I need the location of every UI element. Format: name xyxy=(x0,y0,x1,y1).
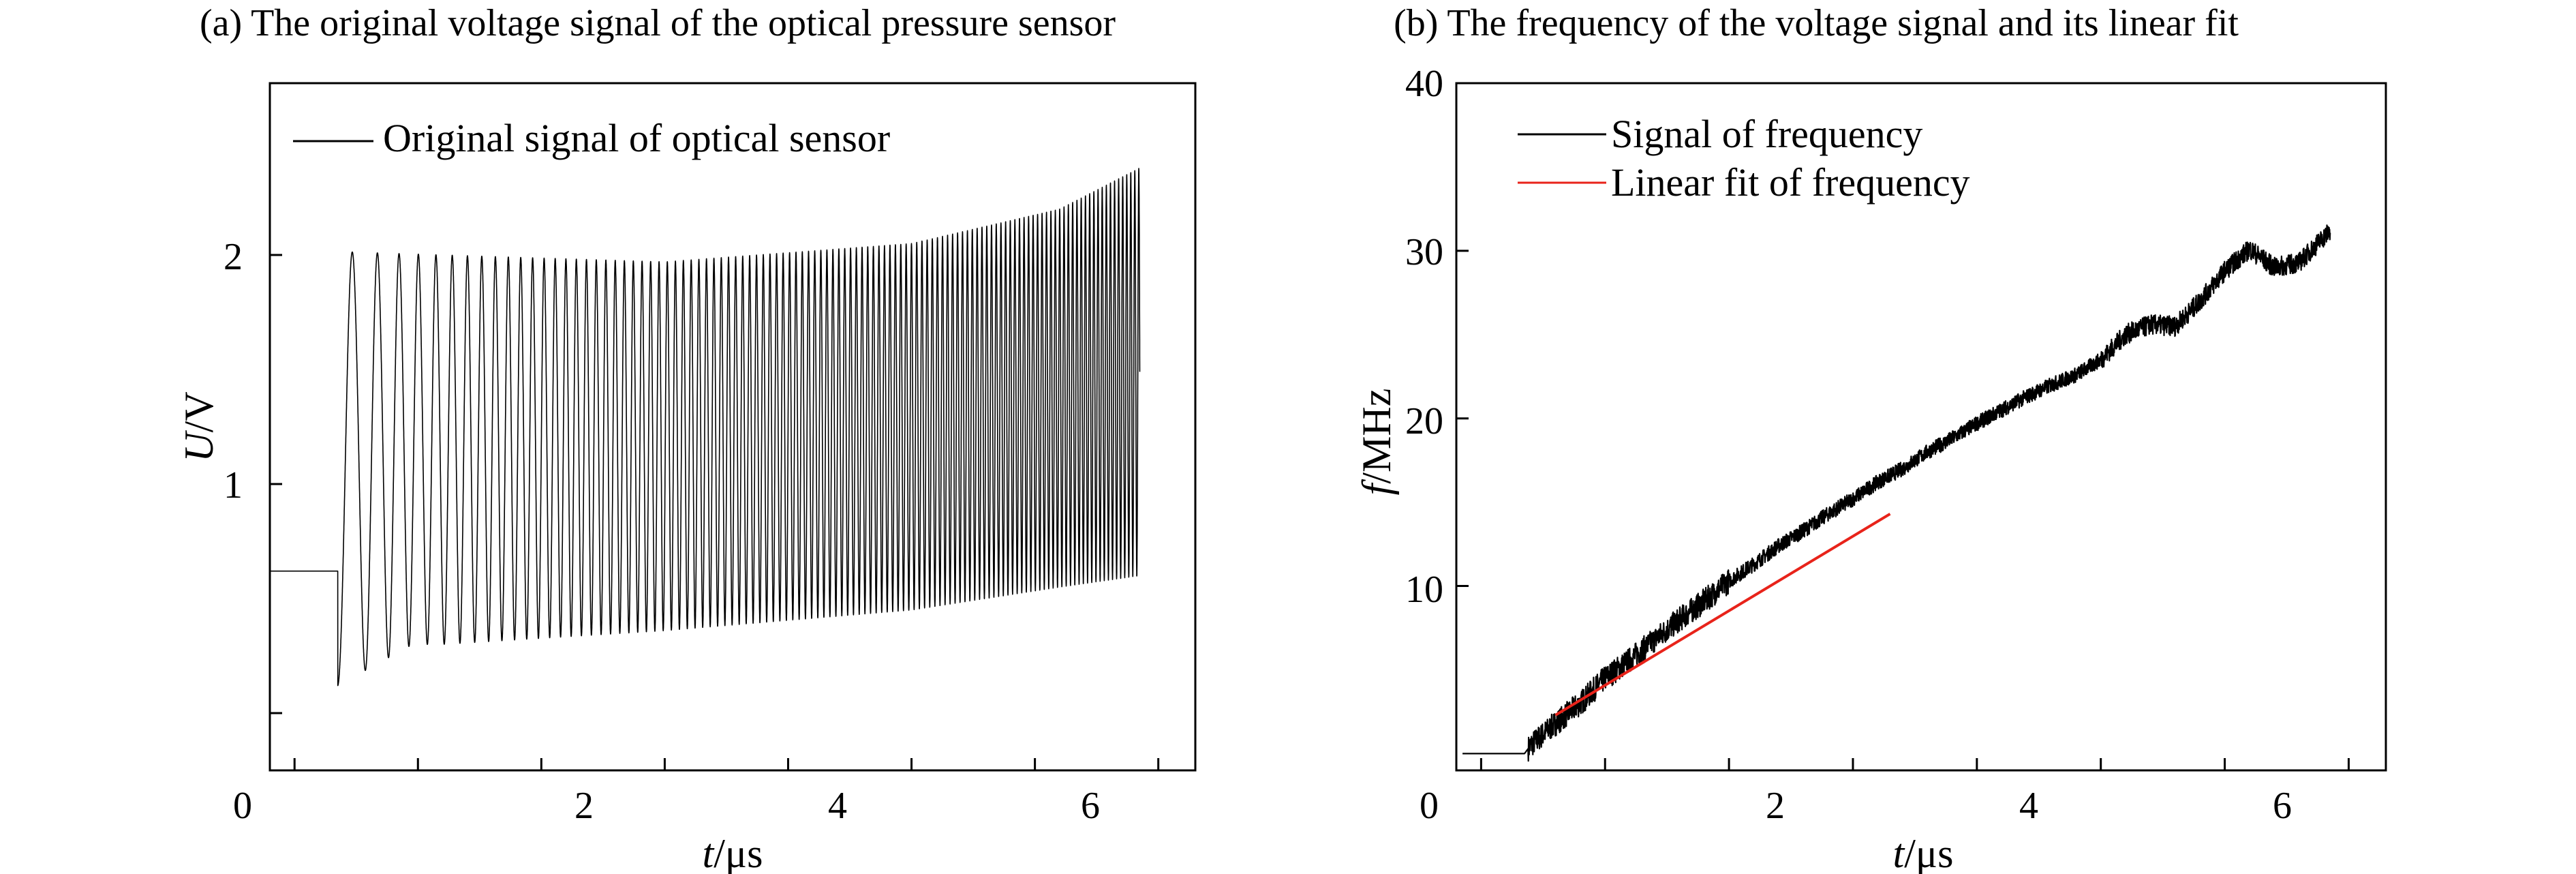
panel-b-xtick-label-6: 6 xyxy=(2273,785,2292,827)
panel-b-y-ticks xyxy=(1456,250,1469,588)
panel-b-ytick-label-40: 40 xyxy=(1405,63,1443,105)
panel-b-ytick-label-20: 20 xyxy=(1405,400,1443,442)
panel-a-x-axis-label: t/μs xyxy=(703,831,763,874)
panel-b-title: (b) The frequency of the voltage signal … xyxy=(1394,2,2239,44)
panel-b-x-axis-label: t/μs xyxy=(1893,831,1954,874)
panel-b-x-ticks xyxy=(1479,758,2350,770)
panel-b-xtick-label-0: 0 xyxy=(1420,785,1439,827)
panel-b-legend-label-signal: Signal of frequency xyxy=(1611,112,1922,156)
panel-b-linear-fit-line xyxy=(1554,513,1891,717)
panel-b-y-axis-label: f/MHz xyxy=(1354,389,1399,496)
panel-a-xtick-label-6: 6 xyxy=(1081,785,1100,827)
panel-a-ytick-label-2: 2 xyxy=(224,236,243,278)
panel-a-y-axis-label: U/V xyxy=(177,391,221,462)
panel-b-legend-label-fit: Linear fit of frequency xyxy=(1611,160,1970,205)
panel-b-frame xyxy=(1455,82,2387,772)
panel-b-xtick-label-2: 2 xyxy=(1766,785,1785,827)
panel-b-ytick-label-10: 10 xyxy=(1405,569,1443,611)
panel-a-ytick-label-1: 1 xyxy=(224,464,243,507)
panel-b-frequency-line xyxy=(1462,224,2331,762)
panel-a-frame xyxy=(269,82,1197,772)
panel-a-legend-label: Original signal of optical sensor xyxy=(383,116,890,160)
panel-a-y-ticks xyxy=(270,254,282,714)
panel-a-xtick-label-2: 2 xyxy=(574,785,594,827)
panel-b: (b) The frequency of the voltage signal … xyxy=(1354,2,2387,874)
panel-b-ytick-label-30: 30 xyxy=(1405,231,1443,273)
panel-a-title: (a) The original voltage signal of the o… xyxy=(200,2,1116,44)
panel-a-x-ticks xyxy=(293,758,1160,770)
panel-a: (a) The original voltage signal of the o… xyxy=(177,2,1197,874)
panel-a-xtick-label-0: 0 xyxy=(233,785,252,827)
panel-a-signal-line xyxy=(270,168,1141,687)
panel-b-xtick-label-4: 4 xyxy=(2019,785,2038,827)
panel-a-xtick-label-4: 4 xyxy=(828,785,847,827)
